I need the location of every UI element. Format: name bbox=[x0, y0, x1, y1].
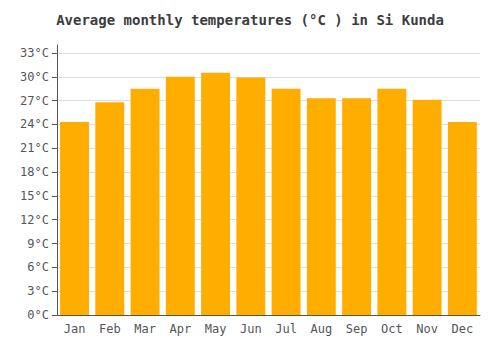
svg-text:12°C: 12°C bbox=[20, 213, 49, 227]
svg-text:Feb: Feb bbox=[99, 322, 121, 336]
svg-text:Jan: Jan bbox=[64, 322, 86, 336]
svg-text:Aug: Aug bbox=[310, 322, 332, 336]
svg-text:24°C: 24°C bbox=[20, 117, 49, 131]
svg-text:18°C: 18°C bbox=[20, 165, 49, 179]
svg-text:Dec: Dec bbox=[452, 322, 474, 336]
svg-text:Jun: Jun bbox=[240, 322, 262, 336]
svg-text:Nov: Nov bbox=[416, 322, 438, 336]
svg-text:Jul: Jul bbox=[275, 322, 297, 336]
svg-text:6°C: 6°C bbox=[27, 260, 49, 274]
svg-text:33°C: 33°C bbox=[20, 46, 49, 60]
svg-text:27°C: 27°C bbox=[20, 94, 49, 108]
svg-text:15°C: 15°C bbox=[20, 189, 49, 203]
svg-text:Mar: Mar bbox=[134, 322, 156, 336]
svg-text:Apr: Apr bbox=[169, 322, 191, 336]
svg-text:21°C: 21°C bbox=[20, 141, 49, 155]
svg-text:30°C: 30°C bbox=[20, 70, 49, 84]
svg-text:Oct: Oct bbox=[381, 322, 403, 336]
svg-text:Sep: Sep bbox=[346, 322, 368, 336]
svg-text:0°C: 0°C bbox=[27, 308, 49, 322]
svg-text:May: May bbox=[205, 322, 227, 336]
svg-text:Average monthly temperatures (: Average monthly temperatures (°C ) in Si… bbox=[56, 12, 444, 28]
svg-text:3°C: 3°C bbox=[27, 284, 49, 298]
svg-text:9°C: 9°C bbox=[27, 237, 49, 251]
